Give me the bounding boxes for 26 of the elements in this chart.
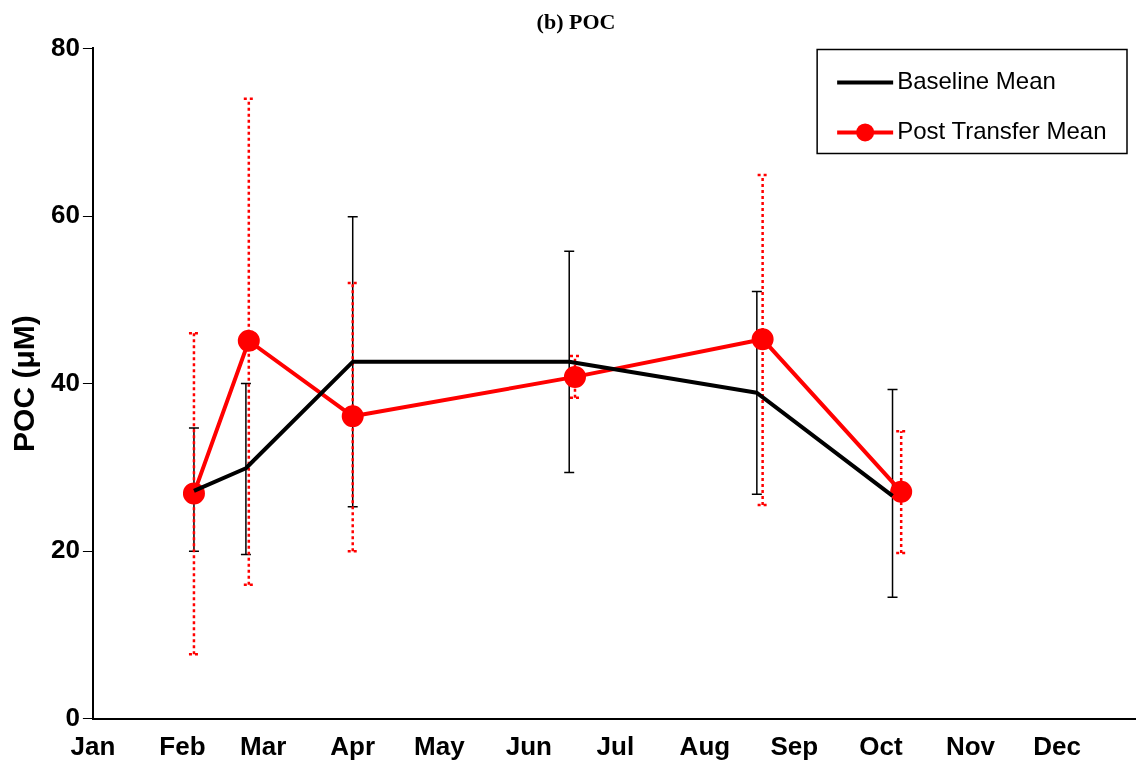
point <box>341 405 364 428</box>
x-tick-label: Apr <box>330 730 376 761</box>
point <box>751 328 774 351</box>
x-tick-label: Mar <box>240 730 287 761</box>
chart-title: (b) POC <box>536 8 616 34</box>
x-tick-label: Nov <box>945 730 996 761</box>
y-tick-label: 0 <box>65 701 80 732</box>
x-tick-label: Jan <box>70 730 116 761</box>
legend-label: Post Transfer Mean <box>897 117 1107 145</box>
x-tick-label: Jul <box>596 730 635 761</box>
x-tick-label: May <box>414 730 466 761</box>
x-tick-label: Aug <box>679 730 731 761</box>
x-tick-label: Oct <box>859 730 903 761</box>
legend-label: Baseline Mean <box>897 67 1056 95</box>
x-tick-label: Sep <box>770 730 819 761</box>
y-tick-label: 60 <box>51 199 80 230</box>
y-tick-label: 80 <box>51 31 80 62</box>
point <box>237 329 260 352</box>
x-tick-label: Feb <box>159 730 206 761</box>
x-tick-label: Dec <box>1033 730 1081 761</box>
y-axis-title: POC (μM) <box>7 315 41 452</box>
y-tick-label: 20 <box>51 534 80 565</box>
x-tick-label: Jun <box>505 730 552 761</box>
y-tick-label: 40 <box>51 366 80 397</box>
point <box>890 480 913 503</box>
point <box>563 365 586 388</box>
